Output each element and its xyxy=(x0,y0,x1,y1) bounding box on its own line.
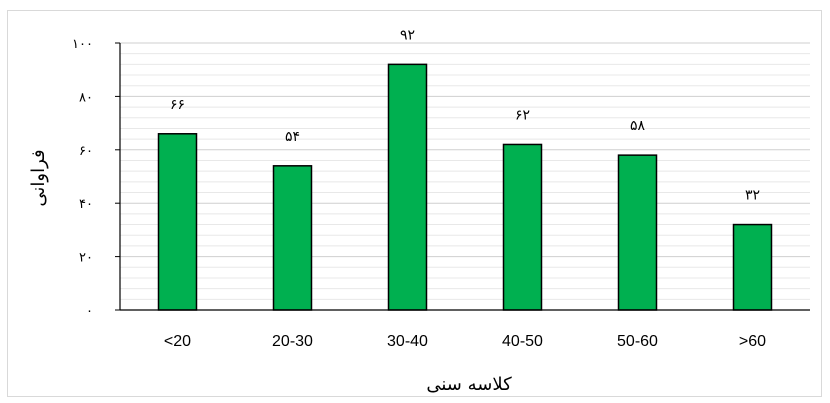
data-label: ۹۲ xyxy=(400,27,415,43)
x-tick-label: 40-50 xyxy=(502,333,543,350)
y-tick-label: ۰ xyxy=(86,304,93,319)
data-label: ۳۲ xyxy=(745,188,760,204)
y-tick-label: ۶۰ xyxy=(79,144,93,159)
bar xyxy=(617,154,658,311)
x-axis-title: کلاسه سنی xyxy=(426,374,512,395)
data-label: ۶۲ xyxy=(515,107,530,123)
gridlines xyxy=(120,42,810,300)
y-axis-title: فراوانی xyxy=(28,149,49,206)
bar xyxy=(502,143,543,311)
y-tick-label: ۱۰۰ xyxy=(72,37,93,52)
bar xyxy=(272,165,313,311)
x-tick-label: 30-40 xyxy=(387,333,428,350)
x-tick-label: 20-30 xyxy=(272,333,313,350)
y-tick-label: ۴۰ xyxy=(79,197,93,212)
bars xyxy=(157,63,773,311)
x-tick-label: <20 xyxy=(164,333,191,350)
x-tick-labels: <20 20-30 30-40 40-50 50-60 >60 xyxy=(164,333,766,350)
data-label: ۶۶ xyxy=(170,97,185,113)
bar xyxy=(732,223,773,311)
y-tick-labels: ۰ ۲۰ ۴۰ ۶۰ ۸۰ ۱۰۰ xyxy=(72,37,93,319)
data-label: ۵۴ xyxy=(285,129,300,145)
data-labels: ۶۶ ۵۴ ۹۲ ۶۲ ۵۸ ۳۲ xyxy=(170,27,760,203)
x-tick-label: 50-60 xyxy=(617,333,658,350)
data-label: ۵۸ xyxy=(630,118,646,134)
bar xyxy=(157,133,198,311)
y-tick-label: ۲۰ xyxy=(79,251,93,266)
axes xyxy=(115,42,810,311)
y-tick-label: ۸۰ xyxy=(79,90,93,105)
bar xyxy=(387,63,428,311)
x-tick-label: >60 xyxy=(739,333,766,350)
